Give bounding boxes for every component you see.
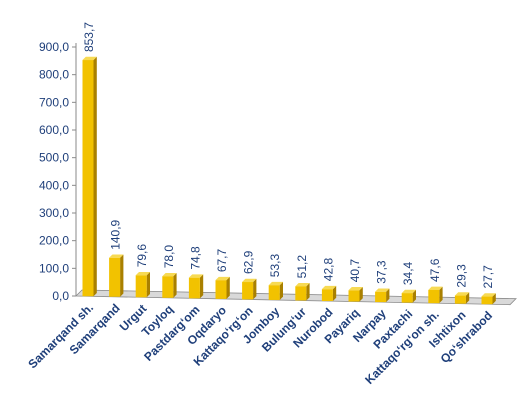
bar-top: [348, 286, 363, 291]
bar-top: [321, 285, 337, 290]
y-tick-label: 500,0: [39, 151, 69, 165]
bar-side: [439, 286, 443, 304]
bar: [321, 289, 333, 302]
y-tick-label: 800,0: [39, 68, 69, 82]
bar-top: [268, 281, 283, 286]
data-label: 74,8: [188, 246, 202, 270]
y-tick-label: 0,0: [52, 289, 69, 303]
data-label: 29,3: [454, 264, 468, 288]
bar-top: [481, 293, 496, 297]
bar-top: [401, 289, 416, 294]
data-label: 51,2: [295, 255, 309, 279]
data-label: 34,4: [401, 261, 415, 285]
y-tick-label: 200,0: [39, 234, 69, 248]
data-label: 27,7: [481, 265, 495, 289]
bar-side: [386, 288, 390, 303]
bar: [295, 286, 307, 301]
bar-side: [226, 276, 230, 299]
data-label: 62,9: [242, 250, 256, 274]
y-tick-label: 900,0: [39, 40, 69, 54]
bar-top: [188, 274, 204, 278]
data-label: 47,6: [428, 258, 442, 282]
data-label: 40,7: [348, 259, 362, 283]
bar-top: [135, 271, 150, 276]
bar-side: [279, 281, 283, 300]
data-label: 853,7: [82, 22, 96, 52]
y-tick-label: 300,0: [39, 206, 69, 220]
bar: [162, 276, 174, 298]
y-tick-label: 400,0: [39, 178, 69, 192]
bar-top: [242, 278, 257, 283]
bar-top: [82, 56, 97, 61]
bar-top: [375, 288, 390, 292]
y-tick-label: 700,0: [39, 95, 69, 109]
data-label: 37,3: [375, 260, 389, 284]
bar: [188, 277, 200, 299]
bar: [348, 290, 360, 302]
bar: [215, 280, 227, 299]
bar-side: [199, 274, 204, 299]
bar: [268, 285, 280, 300]
bar: [135, 275, 147, 298]
bar: [428, 289, 440, 304]
bar-top: [215, 276, 230, 281]
bar-side: [306, 283, 310, 301]
bar-side: [253, 278, 257, 300]
bar-top: [454, 292, 470, 296]
bar: [454, 295, 466, 304]
data-label: 140,9: [109, 219, 123, 249]
data-label: 78,0: [162, 245, 176, 269]
y-tick-label: 100,0: [39, 261, 69, 275]
bar-side: [93, 56, 97, 297]
bar-side: [492, 293, 496, 305]
bar-side: [465, 292, 470, 304]
bar-top: [295, 283, 310, 287]
bar-side: [120, 254, 124, 297]
bar-top: [162, 272, 177, 277]
bar: [375, 291, 387, 303]
data-label: 42,8: [321, 258, 335, 282]
bar-top: [109, 254, 124, 258]
bar-side: [332, 285, 337, 302]
bar-side: [173, 272, 177, 298]
bar: [481, 296, 493, 305]
data-label: 53,3: [268, 254, 282, 278]
bar: [109, 257, 121, 297]
y-tick-label: 600,0: [39, 123, 69, 137]
bar-top: [428, 286, 443, 290]
bar-side: [146, 271, 150, 298]
bar-side: [359, 286, 363, 302]
bar: [82, 60, 94, 297]
bar: [401, 293, 413, 303]
bar: [242, 282, 254, 300]
bar-side: [412, 289, 416, 303]
data-label: 79,6: [135, 244, 149, 268]
data-label: 67,7: [215, 248, 229, 272]
